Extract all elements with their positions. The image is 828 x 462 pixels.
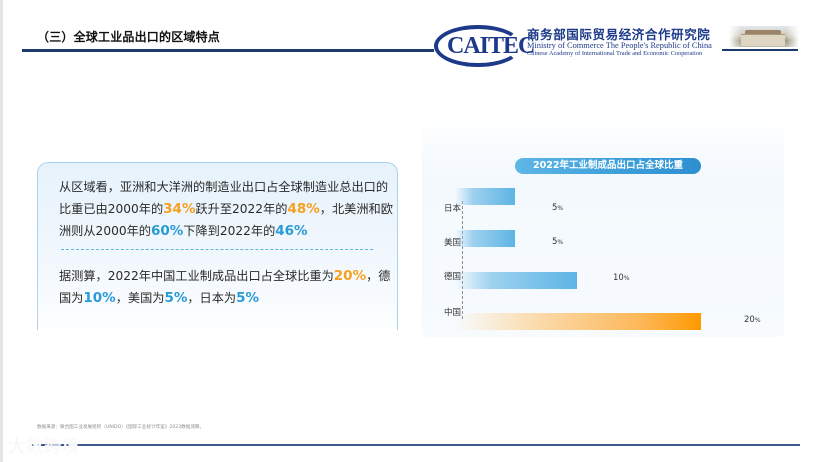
header-divider-right [722,49,798,51]
text-segment: 跃升至2022年的 [195,202,288,216]
page-left-edge [0,0,3,462]
bar-germany [455,272,577,289]
org-name-en-2: Chinese Academy of International Trade a… [527,50,703,57]
highlight-usa: 5% [164,290,188,306]
value-label-usa: 5% [552,237,564,247]
category-label-japan: 日本 [444,204,462,214]
text-segment: ，北美洲和欧洲则从2000年的 [59,202,393,238]
chart-title: 2022年工业制成品出口占全球比重 [515,158,701,174]
building-photo-icon [729,26,799,47]
text-segment: 从区域看，亚洲和大洋洲的制造业出口占全球制造业总出口的比重已由2000年的 [59,180,389,216]
text-segment: ，德国为 [59,269,391,305]
chart-axis-line [462,201,463,319]
page-title: （三）全球工业品出口的区域特点 [37,30,221,44]
footer-divider [30,444,800,446]
logo-ellipse-icon [434,25,522,67]
text-segment: ，美国为 [115,291,165,305]
value-label-china: 20% [744,315,761,325]
org-name-en-1: Ministry of Commerce The People's Republ… [527,41,712,50]
highlight-na-eu-2022: 46% [275,223,308,239]
bar-china [455,313,701,330]
text-segment: ，日本为 [187,291,237,305]
category-label-germany: 德国 [444,272,462,282]
dashed-divider [61,249,373,250]
highlight-na-eu-2000: 60% [150,223,184,239]
logo-mark: CAITEC [447,33,535,59]
highlight-asia-2022: 48% [287,201,320,217]
org-name-cn: 商务部国际贸易经济合作研究院 [527,27,711,42]
data-source-note: 数据来源：联合国工业发展组织（UNIDO）《国际工业统计年鉴》2023数据测算。 [37,425,205,430]
value-label-japan: 5% [552,203,564,213]
watermark: 大数跨境 [8,437,80,458]
category-label-china: 中国 [444,308,462,318]
text-segment: 下降到2022年的 [183,224,276,238]
value-label-germany: 10% [613,273,630,283]
chart-panel [422,122,784,337]
summary-paragraph-countries: 据测算，2022年中国工业制成品出口占全球比重为20%，德国为10%，美国为5%… [59,265,394,309]
header-divider [22,49,434,52]
highlight-asia-2000: 34% [163,201,196,217]
text-segment: 据测算，2022年中国工业制成品出口占全球比重为 [59,269,334,283]
bar-japan [455,188,515,205]
summary-paragraph-regional: 从区域看，亚洲和大洋洲的制造业出口占全球制造业总出口的比重已由2000年的34%… [59,176,394,242]
category-label-usa: 美国 [444,238,462,248]
bar-usa [455,230,515,247]
highlight-japan: 5% [236,290,260,306]
summary-panel [37,162,398,330]
highlight-germany: 10% [83,290,116,306]
highlight-china: 20% [333,268,367,284]
